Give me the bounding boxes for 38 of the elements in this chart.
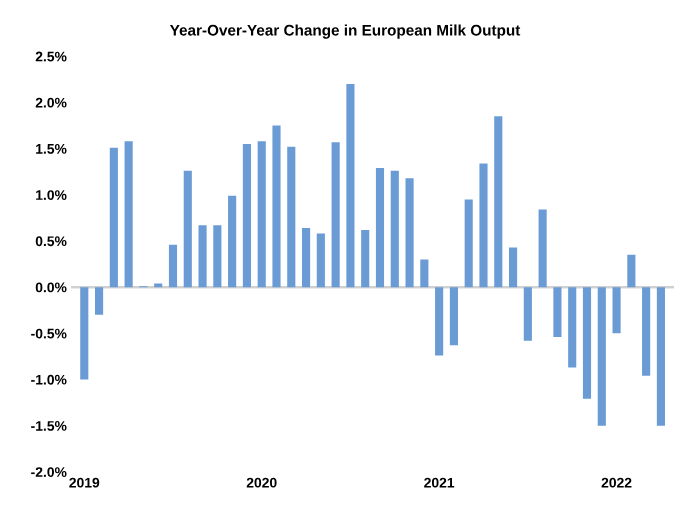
bar bbox=[627, 254, 636, 288]
bar bbox=[568, 287, 577, 368]
bar bbox=[553, 287, 562, 337]
bar bbox=[523, 287, 532, 341]
bar bbox=[420, 259, 429, 288]
bar bbox=[80, 287, 89, 380]
bar bbox=[183, 170, 192, 288]
bar bbox=[405, 178, 414, 288]
bar bbox=[582, 287, 592, 399]
bar bbox=[331, 142, 340, 288]
bar bbox=[287, 146, 296, 288]
bar bbox=[435, 287, 444, 356]
bar bbox=[272, 125, 281, 288]
bar bbox=[479, 163, 488, 288]
bar bbox=[257, 141, 266, 288]
bar bbox=[213, 225, 222, 288]
bar bbox=[597, 287, 606, 426]
bar bbox=[449, 287, 458, 346]
bar bbox=[494, 116, 503, 288]
bar bbox=[509, 247, 518, 288]
bar bbox=[228, 195, 237, 288]
bar bbox=[109, 147, 118, 288]
bar bbox=[346, 83, 355, 288]
bar bbox=[302, 228, 311, 288]
bar bbox=[242, 144, 251, 288]
bar bbox=[390, 170, 399, 288]
bar bbox=[656, 287, 665, 426]
bar bbox=[464, 199, 473, 288]
bar bbox=[361, 229, 370, 288]
bar bbox=[375, 168, 385, 288]
bar bbox=[538, 209, 547, 288]
bar bbox=[612, 287, 621, 334]
bar bbox=[95, 287, 104, 315]
bar bbox=[316, 233, 325, 288]
bar bbox=[642, 287, 651, 376]
bar bbox=[124, 141, 133, 288]
bar bbox=[168, 244, 178, 288]
bar bbox=[198, 225, 207, 288]
